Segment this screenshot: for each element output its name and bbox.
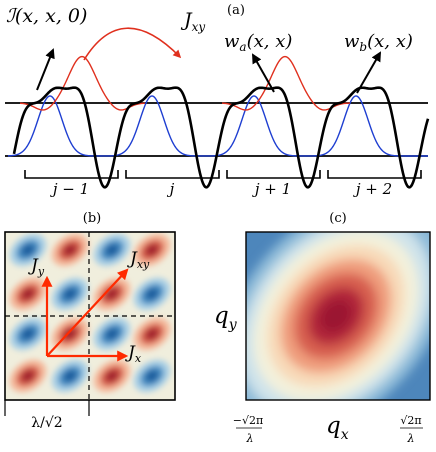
density-lobe xyxy=(105,328,119,340)
bracket-site-3 xyxy=(226,170,321,179)
tick-left: −√2π λ xyxy=(233,414,263,445)
bracket-site-2 xyxy=(125,170,220,179)
tick-right-denominator: λ xyxy=(407,432,415,445)
panel-b: (b) Jy Jxy Jx λ/√2 xyxy=(4,211,176,431)
jxy-label: Jxy xyxy=(180,9,205,34)
density-lobe xyxy=(21,288,35,300)
wannier-a-curve xyxy=(19,55,351,111)
site-brackets xyxy=(24,170,422,179)
tick-left-numerator: −√2π xyxy=(233,414,263,427)
intensity-arrow xyxy=(36,48,55,91)
density-lobe xyxy=(63,288,77,300)
jxy-arrow xyxy=(46,268,129,357)
site-label-j-minus-1: j − 1 xyxy=(50,180,89,198)
lattice-density-map xyxy=(5,232,175,400)
density-lobe xyxy=(63,370,77,382)
contour-band xyxy=(320,299,352,333)
wb-label: wb(x, x) xyxy=(344,31,413,54)
panel-b-label: (b) xyxy=(83,211,101,226)
site-label-j-plus-2: j + 2 xyxy=(353,180,392,198)
panel-a: (a) ℐ(x, x, 0) Jxy wa(x, x) wb(x, x) j −… xyxy=(5,3,430,198)
density-lobe xyxy=(145,244,159,256)
jy-label: Jy xyxy=(28,256,45,278)
density-lobe xyxy=(21,370,35,382)
intensity-label: ℐ(x, x, 0) xyxy=(6,5,87,27)
wa-arrow xyxy=(252,53,275,93)
density-lobe xyxy=(145,288,159,300)
jxy-label-b: Jxy xyxy=(127,249,150,271)
density-lobe xyxy=(105,244,119,256)
density-lobe xyxy=(63,328,77,340)
panel-c-frame xyxy=(245,231,431,401)
density-lobe xyxy=(105,370,119,382)
density-lobe xyxy=(145,328,159,340)
bracket-site-4 xyxy=(327,170,422,179)
jx-label: Jx xyxy=(125,343,142,365)
panel-a-label: (a) xyxy=(227,3,245,18)
density-lobe xyxy=(145,370,159,382)
panel-c-label: (c) xyxy=(329,211,346,226)
site-label-j: j xyxy=(167,180,175,198)
qy-label: qy xyxy=(214,303,238,333)
wa-label: wa(x, x) xyxy=(224,31,292,54)
tick-left-denominator: λ xyxy=(246,432,254,445)
dispersion-map xyxy=(246,232,430,400)
density-lobe xyxy=(21,244,35,256)
density-lobe xyxy=(63,244,77,256)
scale-label: λ/√2 xyxy=(31,415,62,431)
wb-arrow xyxy=(356,51,381,94)
panel-c: (c) qy qx −√2π λ √2π λ xyxy=(214,211,431,445)
tick-right-numerator: √2π xyxy=(400,414,421,427)
tick-right: √2π λ xyxy=(400,414,423,445)
jxy-hop-arrow xyxy=(83,27,182,61)
density-lobe xyxy=(21,328,35,340)
qx-label: qx xyxy=(326,413,349,443)
bracket-site-1 xyxy=(24,170,119,179)
site-label-j-plus-1: j + 1 xyxy=(252,180,291,198)
